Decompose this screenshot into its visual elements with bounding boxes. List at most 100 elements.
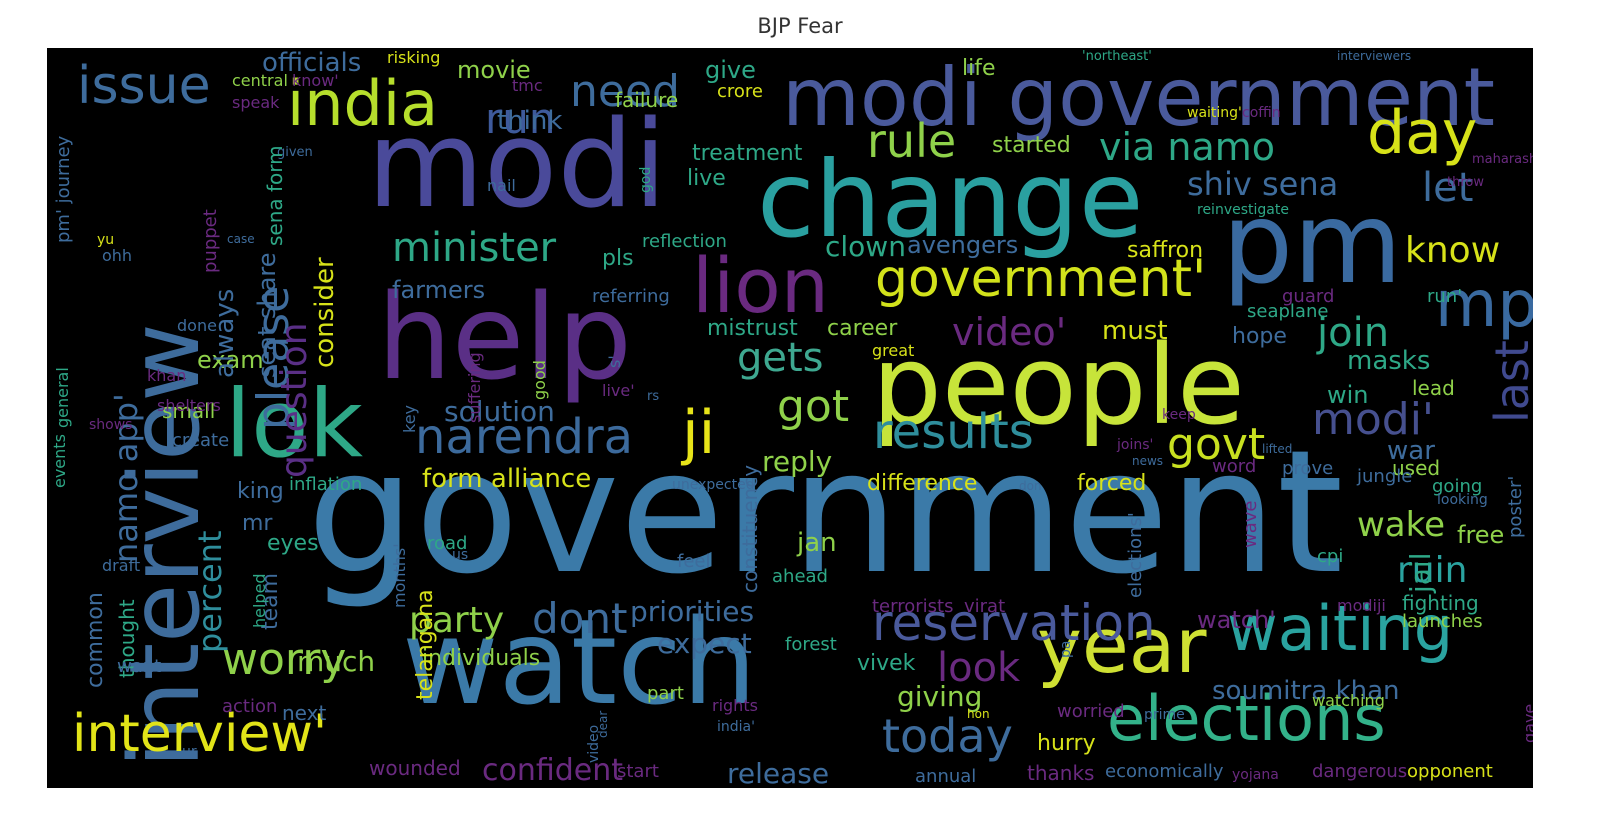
cloud-word: months' (390, 543, 409, 608)
cloud-word: draft (102, 556, 141, 575)
cloud-word: gave (1520, 703, 1533, 743)
cloud-word: jungle (1357, 466, 1413, 487)
cloud-word: join (1317, 310, 1390, 356)
cloud-word: minister (392, 225, 557, 271)
cloud-word: action (222, 696, 278, 717)
cloud-word: lok (225, 370, 364, 479)
cloud-word: expect (657, 627, 752, 660)
cloud-word: done (177, 316, 217, 335)
cloud-word: yojana (1232, 767, 1279, 783)
cloud-word: mistrust (707, 316, 798, 341)
cloud-word: results (873, 404, 1034, 460)
cloud-word: wounded (369, 756, 461, 780)
cloud-word: economically (1105, 761, 1224, 782)
cloud-word: always (210, 288, 240, 378)
cloud-word: vivek (857, 651, 916, 676)
cloud-word: speak (232, 93, 280, 112)
cloud-word: shelters (157, 396, 221, 415)
cloud-word: tmc (512, 76, 543, 95)
cloud-word: ur (182, 744, 197, 760)
cloud-word: thanks (1027, 761, 1095, 785)
cloud-word: party (409, 600, 505, 641)
cloud-word: know (1405, 230, 1501, 271)
cloud-word: going (1432, 476, 1483, 497)
cloud-word: prime (1144, 707, 1185, 723)
cloud-word: free (1457, 521, 1505, 549)
cloud-word: saffron (1127, 238, 1204, 263)
cloud-word: soumitra khan (1212, 676, 1400, 706)
cloud-word: india (287, 67, 439, 140)
cloud-word: lead (1412, 376, 1455, 400)
cloud-word: officials (262, 48, 362, 78)
cloud-word: percent (191, 530, 229, 653)
cloud-word: govt (1167, 419, 1266, 470)
cloud-word: reinvestigate (1197, 202, 1289, 218)
cloud-word: masks (1347, 346, 1431, 376)
cloud-word: poster' (1505, 475, 1526, 538)
cloud-word: must (1102, 316, 1168, 346)
cloud-word: today (882, 709, 1013, 763)
cloud-word: joins' (1117, 437, 1154, 453)
cloud-word: puppet (200, 209, 221, 273)
cloud-word: opponent (1407, 761, 1493, 782)
cloud-word: central (232, 71, 288, 90)
cloud-word: question (274, 322, 315, 478)
cloud-word: fighting (1402, 591, 1479, 615)
cloud-word: career (827, 316, 898, 341)
chart-title: BJP Fear (757, 14, 843, 38)
cloud-word: narendra (415, 409, 634, 465)
cloud-word: issue (77, 56, 211, 116)
cloud-word: day (1367, 98, 1478, 168)
cloud-word: ji (682, 398, 716, 468)
cloud-word: road (427, 533, 468, 554)
cloud-word: hope (1232, 324, 1287, 349)
cloud-word: mp (1435, 268, 1533, 342)
word-cloud: government modi help people watch change pm int… (47, 48, 1533, 788)
cloud-word: live' (602, 381, 635, 400)
cloud-word: reservation (872, 594, 1156, 652)
cloud-word: reflection (642, 231, 727, 252)
cloud-word: year (1037, 601, 1207, 690)
cloud-word: create (172, 430, 230, 451)
cloud-word: khan (147, 366, 187, 385)
cloud-word: part (647, 683, 684, 704)
cloud-word: inflation (289, 474, 363, 495)
cloud-word: used (1392, 456, 1441, 480)
cloud-word: war (1387, 436, 1435, 466)
cloud-word: shiv sena (1187, 165, 1339, 203)
cloud-word: forest (785, 634, 837, 655)
cloud-word: referring (592, 286, 670, 307)
cloud-word: key (400, 404, 419, 433)
cloud-word: don (1019, 479, 1042, 493)
cloud-word: vacancy' (1531, 244, 1533, 298)
cloud-word: run' (1427, 286, 1463, 307)
cloud-word: given (277, 145, 313, 160)
cloud-word: elections (1107, 682, 1386, 755)
cloud-word: got (777, 381, 850, 432)
cloud-word: change (757, 139, 1144, 261)
cloud-word: video' (952, 310, 1067, 354)
cloud-word: forced (1077, 471, 1147, 496)
cloud-word: exam (197, 346, 264, 374)
cloud-word: dont (532, 594, 628, 643)
cloud-word: risking (387, 48, 441, 67)
cloud-word: throw (1447, 175, 1484, 190)
cloud-word: unexpected (672, 477, 755, 493)
cloud-word: difference (867, 471, 978, 496)
cloud-word: solution (444, 395, 555, 428)
cloud-word: next (282, 701, 327, 725)
cloud-word: much (297, 645, 376, 678)
cloud-word: god (638, 166, 654, 193)
cloud-word: pm' journey (53, 135, 74, 243)
cloud-word: release (727, 757, 830, 788)
cloud-word: need (570, 66, 680, 117)
cloud-word: annual (915, 766, 977, 787)
cloud-word: lifted (1262, 442, 1293, 456)
cloud-word: avengers (907, 231, 1019, 259)
cloud-word: live (687, 166, 726, 191)
cloud-word: modi' (1312, 394, 1435, 445)
cloud-word: confident (482, 753, 624, 788)
cloud-word: watching (1312, 691, 1385, 710)
cloud-word: interviewers (1337, 49, 1412, 63)
cloud-word: helped (250, 573, 269, 628)
